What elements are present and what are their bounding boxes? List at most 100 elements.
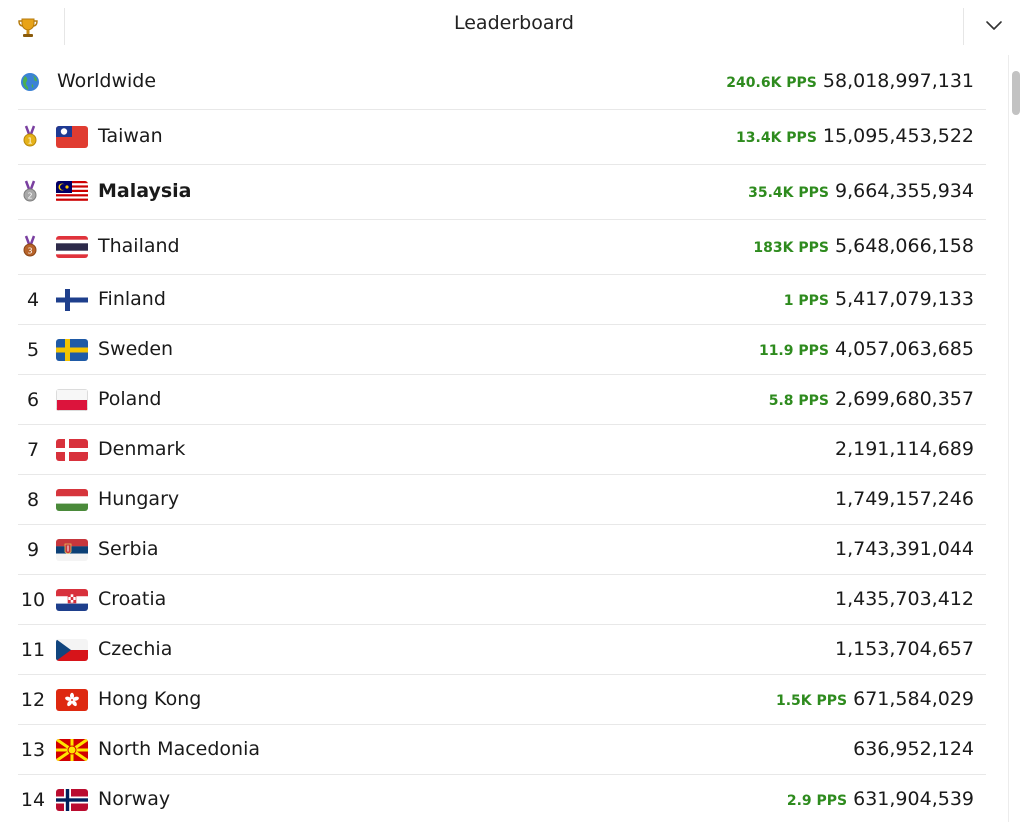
page-title: Leaderboard bbox=[453, 12, 574, 34]
serbia-flag-icon bbox=[56, 539, 88, 561]
rank-number: 7 bbox=[26, 438, 40, 461]
score-value: 636,952,124 bbox=[853, 738, 974, 760]
czechia-flag-icon bbox=[56, 639, 88, 661]
rank-number: 10 bbox=[20, 588, 46, 611]
score-value: 671,584,029 bbox=[853, 688, 974, 710]
rank-number: 5 bbox=[26, 338, 40, 361]
pps-badge: 1 PPS bbox=[783, 293, 829, 309]
trophy-icon bbox=[18, 18, 38, 37]
country-name: Poland bbox=[98, 388, 162, 410]
norway-flag-icon bbox=[56, 789, 88, 811]
row-stats: 13.4K PPS 15,095,453,522 bbox=[736, 125, 974, 147]
taiwan-flag-icon bbox=[56, 126, 88, 148]
pps-badge: 183K PPS bbox=[753, 240, 829, 256]
row-stats: 1,743,391,044 bbox=[829, 538, 974, 560]
rank-number: 14 bbox=[20, 788, 46, 811]
svg-text:1: 1 bbox=[27, 137, 32, 146]
hong-kong-flag-icon bbox=[56, 689, 88, 711]
chevron-down-icon bbox=[986, 21, 1002, 30]
svg-text:3: 3 bbox=[27, 247, 32, 256]
row-stats: 2.9 PPS 631,904,539 bbox=[787, 788, 974, 810]
score-value: 1,749,157,246 bbox=[834, 488, 974, 510]
pps-badge: 1.5K PPS bbox=[775, 693, 848, 709]
row-stats: 1,153,704,657 bbox=[829, 638, 974, 660]
row-stats: 1 PPS 5,417,079,133 bbox=[784, 288, 974, 310]
country-name: Taiwan bbox=[98, 125, 163, 147]
country-name: Hungary bbox=[98, 488, 180, 510]
thailand-flag-icon bbox=[56, 236, 88, 258]
country-name: Denmark bbox=[98, 438, 186, 460]
row-stats: 1,435,703,412 bbox=[829, 588, 974, 610]
leaderboard-header: Leaderboard bbox=[0, 0, 1024, 50]
rank-number: 12 bbox=[20, 688, 46, 711]
score-value: 1,743,391,044 bbox=[834, 538, 974, 560]
vertical-scrollbar[interactable] bbox=[1008, 55, 1022, 822]
table-row[interactable]: 13 North Macedonia 636,952,124 bbox=[18, 725, 986, 775]
table-row[interactable]: 10 Croatia 1,435,703,412 bbox=[18, 575, 986, 625]
row-stats: 1.5K PPS 671,584,029 bbox=[776, 688, 974, 710]
table-row[interactable]: 1 Taiwan 13.4K PPS 15,095,453,522 bbox=[18, 110, 986, 165]
country-name: Croatia bbox=[98, 588, 167, 610]
header-divider-left bbox=[64, 8, 65, 45]
score-value: 9,664,355,934 bbox=[834, 180, 974, 202]
row-stats: 2,191,114,689 bbox=[829, 438, 974, 460]
worldwide-label: Worldwide bbox=[57, 70, 157, 92]
rank-number: 4 bbox=[26, 288, 40, 311]
table-row[interactable]: 14 Norway 2.9 PPS 631,904,539 bbox=[18, 775, 986, 822]
table-row[interactable]: 12 Hong Kong 1.5K PPS 671,584,029 bbox=[18, 675, 986, 725]
pps-badge: 240.6K PPS bbox=[726, 75, 817, 91]
table-row[interactable]: 3 Thailand 183K PPS 5,648,066,158 bbox=[18, 220, 986, 275]
country-name: Malaysia bbox=[98, 180, 192, 202]
score-value: 631,904,539 bbox=[853, 788, 974, 810]
table-row[interactable]: 5 Sweden 11.9 PPS 4,057,063,685 bbox=[18, 325, 986, 375]
table-row[interactable]: 6 Poland 5.8 PPS 2,699,680,357 bbox=[18, 375, 986, 425]
gold-medal-icon: 1 bbox=[23, 125, 37, 147]
score-value: 5,648,066,158 bbox=[834, 235, 974, 257]
row-stats: 35.4K PPS 9,664,355,934 bbox=[748, 180, 974, 202]
pps-badge: 35.4K PPS bbox=[748, 185, 829, 201]
score-value: 2,191,114,689 bbox=[834, 438, 974, 460]
poland-flag-icon bbox=[56, 389, 88, 411]
denmark-flag-icon bbox=[56, 439, 88, 461]
worldwide-stats: 240.6K PPS 58,018,997,131 bbox=[726, 70, 974, 92]
table-row[interactable]: 9 Serbia 1,743,391,044 bbox=[18, 525, 986, 575]
rank-number: 13 bbox=[20, 738, 46, 761]
score-value: 5,417,079,133 bbox=[834, 288, 974, 310]
silver-medal-icon: 2 bbox=[23, 180, 37, 202]
malaysia-flag-icon bbox=[56, 181, 88, 203]
country-name: Finland bbox=[98, 288, 166, 310]
table-row[interactable]: 7 Denmark 2,191,114,689 bbox=[18, 425, 986, 475]
table-row[interactable]: 2 Malaysia 35.4K PPS 9,664,355,934 bbox=[18, 165, 986, 220]
country-name: Norway bbox=[98, 788, 171, 810]
expand-dropdown-button[interactable] bbox=[976, 12, 1012, 40]
pps-badge: 5.8 PPS bbox=[768, 393, 829, 409]
country-name: Thailand bbox=[98, 235, 180, 257]
scrollbar-thumb[interactable] bbox=[1012, 71, 1020, 115]
bronze-medal-icon: 3 bbox=[23, 235, 37, 257]
row-stats: 1,749,157,246 bbox=[829, 488, 974, 510]
pps-badge: 11.9 PPS bbox=[758, 343, 829, 359]
rank-number: 11 bbox=[20, 638, 46, 661]
row-stats: 11.9 PPS 4,057,063,685 bbox=[759, 338, 974, 360]
country-name: North Macedonia bbox=[98, 738, 261, 760]
list-item-worldwide[interactable]: Worldwide 240.6K PPS 58,018,997,131 bbox=[18, 55, 986, 110]
table-row[interactable]: 11 Czechia 1,153,704,657 bbox=[18, 625, 986, 675]
svg-text:2: 2 bbox=[27, 192, 32, 201]
globe-icon bbox=[21, 73, 39, 91]
table-row[interactable]: 8 Hungary 1,749,157,246 bbox=[18, 475, 986, 525]
table-row[interactable]: 4 Finland 1 PPS 5,417,079,133 bbox=[18, 275, 986, 325]
row-stats: 183K PPS 5,648,066,158 bbox=[753, 235, 974, 257]
country-name: Sweden bbox=[98, 338, 174, 360]
row-stats: 5.8 PPS 2,699,680,357 bbox=[769, 388, 974, 410]
header-divider-right bbox=[963, 8, 964, 45]
leaderboard-list[interactable]: Worldwide 240.6K PPS 58,018,997,131 1 Ta… bbox=[18, 55, 986, 822]
country-name: Serbia bbox=[98, 538, 159, 560]
row-stats: 636,952,124 bbox=[847, 738, 974, 760]
croatia-flag-icon bbox=[56, 589, 88, 611]
north-macedonia-flag-icon bbox=[56, 739, 88, 761]
pps-badge: 13.4K PPS bbox=[736, 130, 817, 146]
score-value: 1,435,703,412 bbox=[834, 588, 974, 610]
sweden-flag-icon bbox=[56, 339, 88, 361]
score-value: 15,095,453,522 bbox=[822, 125, 974, 147]
pps-badge: 2.9 PPS bbox=[786, 793, 848, 809]
